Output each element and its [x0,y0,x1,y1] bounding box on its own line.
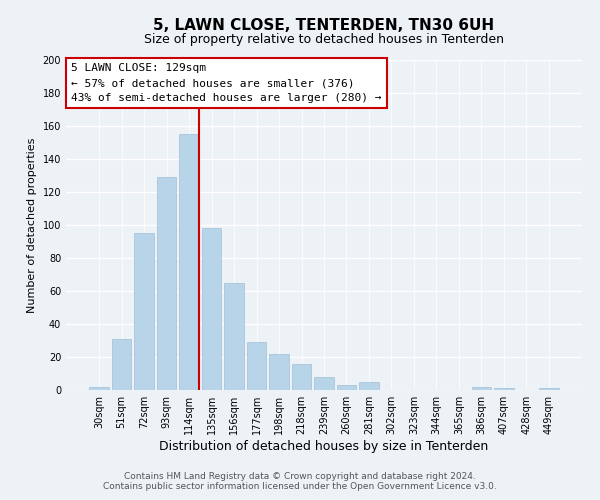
Bar [472,386,491,390]
Text: 5 LAWN CLOSE: 129sqm
← 57% of detached houses are smaller (376)
43% of semi-deta: 5 LAWN CLOSE: 129sqm ← 57% of detached h… [71,64,382,103]
Bar [179,134,199,390]
Text: Contains HM Land Registry data © Crown copyright and database right 2024.: Contains HM Land Registry data © Crown c… [124,472,476,481]
Bar [134,233,154,390]
Bar [89,386,109,390]
Bar [247,342,266,390]
Bar [337,385,356,390]
Bar [359,382,379,390]
Bar [224,283,244,390]
Text: 5, LAWN CLOSE, TENTERDEN, TN30 6UH: 5, LAWN CLOSE, TENTERDEN, TN30 6UH [154,18,494,32]
Text: Contains public sector information licensed under the Open Government Licence v3: Contains public sector information licen… [103,482,497,491]
Bar [269,354,289,390]
Bar [539,388,559,390]
Bar [202,228,221,390]
X-axis label: Distribution of detached houses by size in Tenterden: Distribution of detached houses by size … [160,440,488,453]
Bar [494,388,514,390]
Bar [292,364,311,390]
Bar [314,377,334,390]
Bar [112,339,131,390]
Text: Size of property relative to detached houses in Tenterden: Size of property relative to detached ho… [144,32,504,46]
Y-axis label: Number of detached properties: Number of detached properties [27,138,37,312]
Bar [157,177,176,390]
